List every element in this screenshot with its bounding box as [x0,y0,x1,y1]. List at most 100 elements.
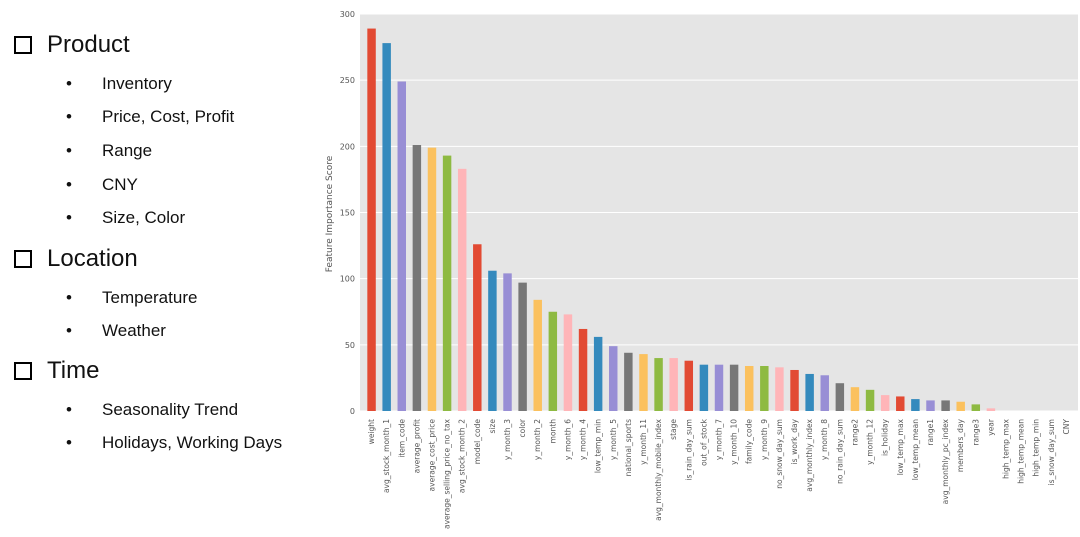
list-item: • Range [66,141,153,160]
bar-out_of_stock [699,364,709,411]
y-tick-label: 250 [340,76,355,85]
bullet-icon: • [66,321,72,340]
bullet-icon: • [66,74,72,93]
bar-model_code [473,244,482,411]
y-tick-label: 150 [340,209,355,218]
bar-range3 [971,404,981,411]
section-title-time: Time [47,357,100,384]
bar-item_code [397,81,406,412]
section-location: Location [14,245,138,273]
x-tick-label: range3 [971,419,980,446]
x-tick-label: model_code [473,419,482,465]
x-tick-label: out_of_stock [699,418,708,466]
y-tick-label: 300 [340,10,355,19]
bar-avg_monthly_pc_index [941,400,950,411]
x-tick-label: low_temp_mean [911,419,920,480]
x-tick-label: y_month_10 [730,419,739,465]
list-item: • Weather [66,321,166,340]
bar-avg_stock_month_1 [382,43,391,411]
x-tick-label: year [986,418,995,436]
x-tick-label: color [518,418,527,437]
bar-low_temp_min [593,336,603,411]
section-title-location: Location [47,245,138,272]
bar-y_month_9 [760,366,769,411]
x-tick-label: y_month_2 [533,419,542,460]
list-item: • Temperature [66,288,198,307]
y-tick-label: 50 [345,341,355,350]
x-tick-label: national_sports [624,419,633,476]
checkbox-icon [14,36,32,54]
x-tick-label: y_month_5 [609,419,618,460]
x-tick-label: high_temp_mean [1017,419,1026,484]
bar-y_month_4 [578,328,588,411]
list-item: • CNY [66,175,138,194]
list-item: • Inventory [66,74,172,93]
x-tick-label: avg_monthly_mobile_index [654,418,663,520]
x-tick-label: average_profit [412,419,421,473]
x-tick-label: range2 [850,419,859,446]
list-item: • Seasonality Trend [66,400,239,419]
section-title-product: Product [47,31,130,58]
bullet-icon: • [66,175,72,194]
bullet-icon: • [66,433,72,452]
y-axis-label: Feature Importance Score [325,155,335,272]
x-tick-label: no_rain_day_sum [835,419,844,484]
bar-is_work_day [790,369,799,411]
list-item: • Holidays, Working Days [66,433,283,452]
bar-year [986,408,996,411]
bar-y_month_6 [563,314,573,411]
bar-low_temp_max [896,396,905,411]
bar-weight [367,28,376,411]
x-tick-label: y_month_4 [579,419,588,460]
bar-month [548,311,558,411]
bar-low_temp_mean [911,399,920,411]
bar-no_rain_day_sum [835,383,845,411]
checkbox-icon [14,250,32,268]
x-tick-label: avg_monthly_pc_index [941,418,950,504]
bar-y_month_5 [609,346,618,411]
x-tick-label: is_holiday [881,418,890,456]
bar-average_profit [412,145,422,411]
x-tick-label: y_month_7 [715,419,724,460]
x-tick-label: high_temp_min [1032,419,1041,477]
x-tick-label: CNY [1062,419,1071,435]
bar-range1 [926,400,935,411]
bar-y_month_7 [714,364,724,411]
list-item: • Price, Cost, Profit [66,107,235,126]
bar-y_month_11 [639,354,648,411]
bar-y_month_8 [820,375,829,411]
x-tick-label: y_month_8 [820,419,829,460]
x-tick-label: avg_monthly_index [805,418,814,491]
x-tick-label: item_code [397,419,406,458]
x-tick-label: is_rain_day_sum [684,419,693,481]
x-tick-label: range1 [926,419,935,446]
x-tick-label: y_month_11 [639,419,648,465]
x-tick-label: no_snow_day_sum [775,419,784,489]
x-tick-label: low_temp_max [896,418,905,475]
x-tick-label: average_cost_price [427,419,436,492]
x-tick-label: stage [669,419,678,440]
x-tick-label: members_day [956,418,965,472]
bullet-icon: • [66,400,72,419]
x-tick-label: weight [367,419,376,444]
bar-y_month_3 [503,273,512,411]
x-tick-label: family_code [745,419,754,464]
bar-national_sports [624,352,633,411]
bar-avg_stock_month_2 [457,168,467,411]
x-tick-label: avg_stock_month_1 [382,419,391,493]
bar-y_month_2 [533,299,542,411]
x-tick-label: y_month_12 [866,419,875,465]
y-tick-label: 0 [350,407,355,416]
section-product: Product [14,31,130,59]
bar-is_holiday [880,395,890,411]
feature-categories-panel: Product • Inventory • Price, Cost, Profit … [0,0,320,537]
x-tick-label: avg_stock_month_2 [458,419,467,493]
x-tick-label: y_month_6 [563,419,572,460]
bullet-icon: • [66,107,72,126]
x-tick-label: y_month_9 [760,419,769,460]
x-tick-label: high_temp_max [1002,418,1011,478]
x-tick-label: y_month_3 [503,419,512,460]
bar-average_cost_price [427,147,437,411]
bar-members_day [956,401,965,411]
x-tick-label: average_selling_price_no_tax [443,418,452,529]
